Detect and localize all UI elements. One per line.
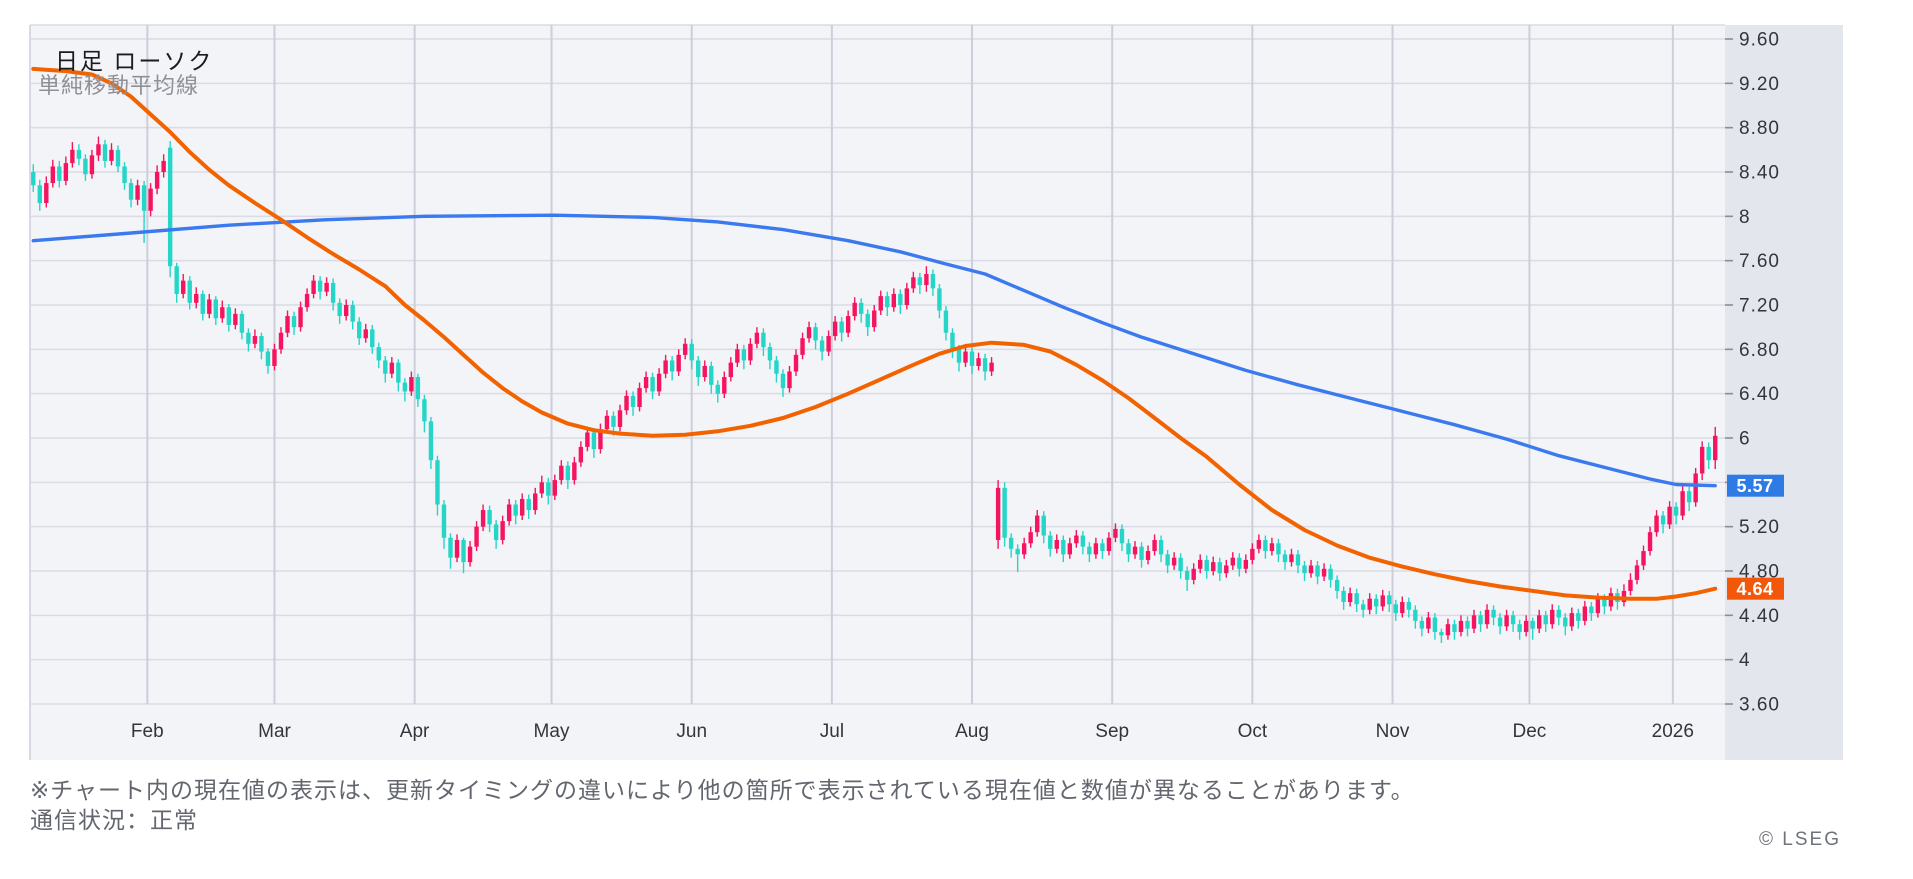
sma-short-current-badge: 4.64 [1727, 577, 1784, 600]
candlestick-chart: 9.609.208.808.4087.607.206.806.4065.605.… [29, 24, 1843, 760]
svg-text:4.64: 4.64 [1736, 579, 1773, 599]
svg-text:8: 8 [1739, 207, 1751, 228]
sma-long-current-badge: 5.57 [1727, 474, 1784, 497]
svg-text:Dec: Dec [1513, 721, 1547, 742]
svg-text:5.57: 5.57 [1736, 476, 1773, 496]
svg-text:8.80: 8.80 [1739, 118, 1780, 139]
candles-layer [31, 136, 1718, 644]
svg-text:Feb: Feb [131, 721, 164, 742]
svg-text:4.80: 4.80 [1739, 562, 1780, 583]
svg-text:8.40: 8.40 [1739, 163, 1780, 184]
x-axis-labels: Feb Mar Apr May Jun Jul Aug Sep Oct Nov Dec 2026 [131, 721, 1694, 742]
y-axis-labels: 9.609.208.808.4087.607.206.806.4065.605.… [1725, 30, 1780, 716]
plot-background [30, 25, 1725, 760]
svg-text:9.60: 9.60 [1739, 30, 1780, 51]
svg-text:Jun: Jun [676, 721, 707, 742]
disclaimer-text: ※チャート内の現在値の表示は、更新タイミングの違いにより他の箇所で表示されている… [30, 777, 1415, 803]
axis-background [1725, 25, 1843, 760]
grid-layer [29, 24, 1725, 760]
svg-text:Jul: Jul [820, 721, 844, 742]
svg-text:Oct: Oct [1238, 721, 1268, 742]
svg-text:7.60: 7.60 [1739, 251, 1780, 272]
svg-text:6.40: 6.40 [1739, 384, 1780, 405]
svg-text:Aug: Aug [955, 721, 989, 742]
copyright-lseg: © LSEG [1759, 829, 1841, 850]
svg-text:6.80: 6.80 [1739, 340, 1780, 361]
svg-text:Nov: Nov [1376, 721, 1410, 742]
svg-text:Apr: Apr [400, 721, 430, 742]
chart-subtitle: 単純移動平均線 [38, 73, 200, 98]
svg-text:May: May [534, 721, 570, 742]
svg-text:2026: 2026 [1652, 721, 1694, 742]
chart-title: 日足 ローソク [55, 48, 214, 74]
sma-short-line [31, 66, 1718, 601]
connection-status: 通信状況：正常 [30, 807, 198, 833]
svg-text:4: 4 [1739, 650, 1751, 671]
svg-text:Mar: Mar [258, 721, 291, 742]
svg-text:4.40: 4.40 [1739, 606, 1780, 627]
svg-text:7.20: 7.20 [1739, 296, 1780, 317]
svg-text:9.20: 9.20 [1739, 74, 1780, 95]
svg-text:Sep: Sep [1095, 721, 1129, 742]
svg-text:3.60: 3.60 [1739, 695, 1780, 716]
sma-long-line [31, 213, 1717, 488]
svg-text:6: 6 [1739, 429, 1751, 450]
svg-text:5.20: 5.20 [1739, 517, 1780, 538]
